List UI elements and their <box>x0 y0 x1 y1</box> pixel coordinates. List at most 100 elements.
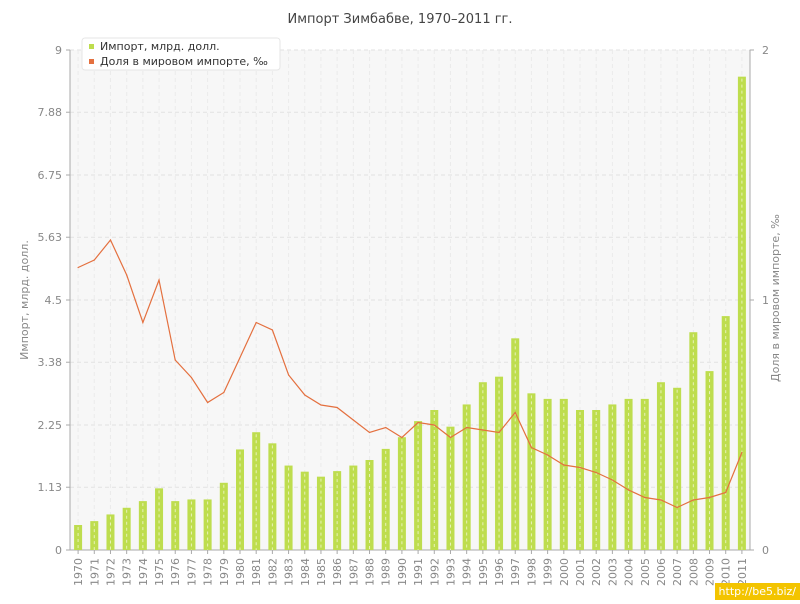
y-axis-left-label: Импорт, млрд. долл. <box>18 240 31 360</box>
line-point <box>142 321 144 324</box>
line-point <box>174 359 176 361</box>
line-point <box>401 436 403 439</box>
legend-label: Доля в мировом импорте, ‰ <box>100 55 268 68</box>
chart-title: Импорт Зимбабве, 1970–2011 гг. <box>287 12 512 27</box>
legend-swatch <box>89 44 94 49</box>
line-point <box>223 391 225 394</box>
line-point <box>579 466 581 469</box>
line-point <box>708 496 711 499</box>
x-tick-label: 1988 <box>364 558 377 586</box>
line-point <box>190 376 193 379</box>
x-tick-label: 2003 <box>606 558 619 586</box>
x-tick-label: 1994 <box>461 558 474 586</box>
x-tick-label: 1977 <box>185 558 198 586</box>
line-point <box>741 451 743 454</box>
x-tick-label: 2010 <box>720 558 733 586</box>
line-point <box>93 259 95 261</box>
bar <box>106 514 115 550</box>
y-tick-label-left: 4.5 <box>45 294 63 307</box>
x-tick-label: 1995 <box>477 558 490 586</box>
x-tick-label: 2001 <box>574 558 587 586</box>
line-point <box>611 479 613 481</box>
line-point <box>530 446 533 449</box>
bar <box>316 476 325 550</box>
y-tick-label-left: 0 <box>55 544 62 557</box>
x-tick-label: 2005 <box>639 558 652 586</box>
line-point <box>77 266 79 269</box>
line-point <box>595 471 597 474</box>
x-tick-label: 1979 <box>218 558 231 586</box>
x-tick-label: 1996 <box>493 558 506 586</box>
line-point <box>498 431 500 434</box>
line-point <box>563 464 565 466</box>
x-tick-label: 2009 <box>704 558 717 586</box>
x-tick-label: 1972 <box>104 558 117 586</box>
y-tick-label-right: 0 <box>762 544 769 557</box>
x-tick-label: 1985 <box>315 558 328 586</box>
bar <box>446 426 455 550</box>
bar <box>155 488 164 550</box>
line-point <box>287 374 290 376</box>
y-tick-label-left: 1.13 <box>38 481 63 494</box>
bar <box>171 501 180 550</box>
x-tick-label: 1980 <box>234 558 247 586</box>
watermark: http://be5.biz/ <box>714 583 800 600</box>
y-tick-label-left: 3.38 <box>38 356 63 369</box>
x-tick-label: 1999 <box>542 558 555 586</box>
y-tick-label-right: 1 <box>762 294 769 307</box>
line-point <box>725 491 727 494</box>
bar <box>187 499 196 550</box>
line-point <box>627 489 630 491</box>
x-tick-label: 1982 <box>266 558 279 586</box>
line-point <box>449 436 452 439</box>
y-tick-label-left: 9 <box>55 44 62 57</box>
line-point <box>352 419 354 421</box>
line-point <box>660 499 662 501</box>
y-tick-label-left: 6.75 <box>38 169 63 182</box>
x-tick-label: 1973 <box>121 558 134 586</box>
bar <box>284 465 293 550</box>
series-line <box>77 238 743 509</box>
x-tick-label: 1987 <box>347 558 360 586</box>
x-tick-label: 1992 <box>428 558 441 586</box>
line-point <box>320 404 322 406</box>
legend-swatch <box>89 59 94 64</box>
x-tick-label: 2000 <box>558 558 571 586</box>
line-point <box>466 426 468 429</box>
line-point <box>255 321 257 324</box>
bar <box>203 499 212 550</box>
line-point <box>482 429 484 431</box>
line-point <box>644 496 646 499</box>
x-tick-label: 1984 <box>299 558 312 586</box>
line-point <box>385 426 387 429</box>
y-tick-label-left: 2.25 <box>38 419 63 432</box>
x-tick-label: 2006 <box>655 558 668 586</box>
line-point <box>433 424 435 426</box>
x-tick-label: 2008 <box>687 558 700 586</box>
line-point <box>126 274 128 276</box>
bar <box>268 443 277 550</box>
x-tick-label: 1978 <box>202 558 215 586</box>
bar <box>608 404 617 550</box>
bar <box>138 501 147 550</box>
x-tick-label: 1975 <box>153 558 166 586</box>
line-point <box>336 406 338 409</box>
x-tick-label: 1998 <box>525 558 538 586</box>
bar <box>349 465 358 550</box>
line-point <box>207 401 209 404</box>
line-point <box>158 279 160 281</box>
bar <box>478 382 487 550</box>
y-axis-right-label: Доля в мировом импорте, ‰ <box>769 214 782 382</box>
x-tick-label: 1983 <box>283 558 296 586</box>
y-tick-label-left: 5.63 <box>38 231 63 244</box>
legend-box <box>81 37 281 71</box>
x-tick-label: 1997 <box>509 558 522 586</box>
x-tick-label: 2011 <box>736 558 749 586</box>
legend-label: Импорт, млрд. долл. <box>100 40 220 53</box>
x-tick-label: 1974 <box>137 558 150 586</box>
line-point <box>271 329 273 331</box>
bar <box>656 382 665 550</box>
x-tick-label: 1989 <box>380 558 393 586</box>
x-tick-label: 1986 <box>331 558 344 586</box>
line-point <box>368 431 371 434</box>
